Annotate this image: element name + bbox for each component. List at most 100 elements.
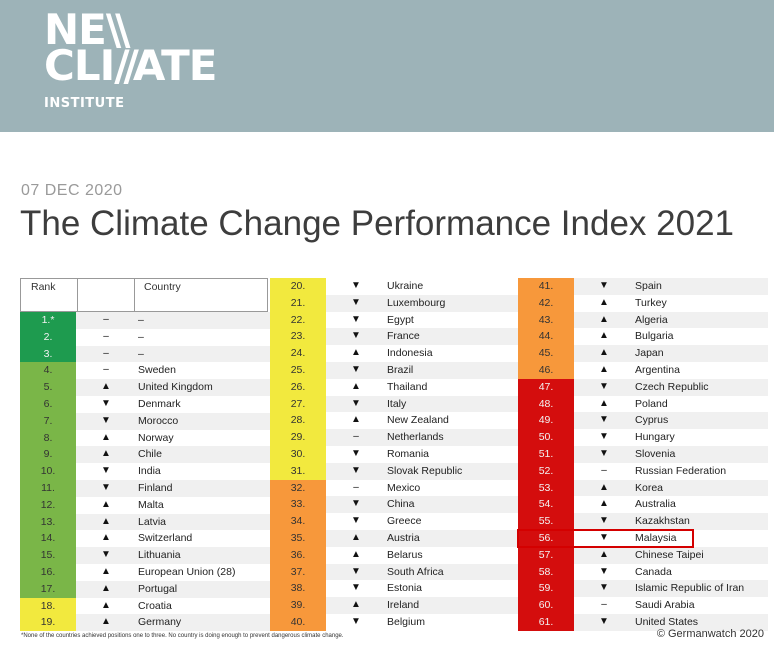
down-arrow-icon: ▼ xyxy=(599,565,609,577)
rank-cell: 24. xyxy=(270,345,326,362)
rank-cell: 57. xyxy=(518,546,574,564)
rank-cell: 59. xyxy=(518,580,574,598)
down-arrow-icon: ▼ xyxy=(101,482,111,493)
rank-cell: 1.* xyxy=(20,312,76,329)
country-name: Denmark xyxy=(138,398,181,410)
table-row: 11. ▼ Finland xyxy=(20,480,270,497)
country-name: Greece xyxy=(387,515,422,528)
row-stripe xyxy=(518,429,768,446)
row-stripe xyxy=(270,496,518,514)
country-name: Poland xyxy=(635,397,668,410)
up-arrow-icon: ▲ xyxy=(599,481,609,493)
country-name: Algeria xyxy=(635,313,668,326)
down-arrow-icon: ▼ xyxy=(101,398,111,409)
row-stripe xyxy=(518,479,768,497)
rank-cell: 34. xyxy=(270,513,326,530)
table-row: 23. ▼ France xyxy=(270,328,518,346)
row-stripe xyxy=(270,395,518,413)
row-stripe xyxy=(270,345,518,362)
country-name: – xyxy=(138,347,144,360)
row-stripe xyxy=(518,446,768,463)
country-name: Slovak Republic xyxy=(387,464,463,477)
country-name: Mexico xyxy=(387,481,421,494)
down-arrow-icon: ▼ xyxy=(351,296,361,308)
row-stripe xyxy=(270,378,518,396)
country-name: France xyxy=(387,330,420,343)
table-row: 59. ▼ Islamic Republic of Iran xyxy=(518,580,768,598)
table-row: 9. ▲ Chile xyxy=(20,446,270,464)
rank-cell: 51. xyxy=(518,446,574,463)
rank-cell: 47. xyxy=(518,378,574,396)
table-row: 57. ▲ Chinese Taipei xyxy=(518,546,768,564)
rank-cell: 19. xyxy=(20,614,76,632)
rank-cell: 55. xyxy=(518,513,574,530)
table-row: 56. ▼ Malaysia xyxy=(518,530,768,547)
country-name: Japan xyxy=(635,347,664,360)
down-arrow-icon: ▼ xyxy=(351,616,361,627)
rank-cell: 21. xyxy=(270,294,326,312)
rank-cell: 26. xyxy=(270,378,326,396)
row-stripe xyxy=(20,530,270,548)
down-arrow-icon: ▼ xyxy=(351,464,361,476)
rank-cell: 7. xyxy=(20,412,76,430)
table-row: 47. ▼ Czech Republic xyxy=(518,378,768,396)
rank-cell: 9. xyxy=(20,446,76,464)
rank-cell: 33. xyxy=(270,496,326,514)
rank-cell: 41. xyxy=(518,278,574,295)
row-stripe xyxy=(518,563,768,581)
rank-cell: 30. xyxy=(270,446,326,463)
row-stripe xyxy=(20,446,270,464)
up-arrow-icon: ▲ xyxy=(599,548,609,560)
country-name: Thailand xyxy=(387,380,428,393)
rank-cell: 40. xyxy=(270,614,326,631)
country-name: Australia xyxy=(635,498,676,511)
row-stripe xyxy=(270,362,518,379)
row-stripe xyxy=(270,563,518,581)
country-name: Russian Federation xyxy=(635,464,727,477)
row-stripe xyxy=(518,412,768,430)
row-stripe xyxy=(518,311,768,329)
rank-cell: 13. xyxy=(20,513,76,531)
country-name: Ukraine xyxy=(387,280,424,292)
table-row: 25. ▼ Brazil xyxy=(270,362,518,379)
up-arrow-icon: ▲ xyxy=(351,347,361,359)
row-stripe xyxy=(518,614,768,631)
table-row: 48. ▲ Poland xyxy=(518,395,768,413)
row-stripe xyxy=(20,429,270,447)
publish-date: 07 DEC 2020 xyxy=(21,182,123,199)
table-row: 27. ▼ Italy xyxy=(270,395,518,413)
table-row: 28. ▲ New Zealand xyxy=(270,412,518,430)
rank-cell: 20. xyxy=(270,278,326,295)
up-arrow-icon: ▲ xyxy=(101,599,111,611)
down-arrow-icon: ▼ xyxy=(599,280,609,291)
rank-cell: 31. xyxy=(270,462,326,480)
row-stripe xyxy=(518,597,768,614)
down-arrow-icon: ▼ xyxy=(351,448,361,459)
table-row: 58. ▼ Canada xyxy=(518,563,768,581)
table-row: 6. ▼ Denmark xyxy=(20,396,270,413)
country-name: Chinese Taipei xyxy=(635,548,704,561)
country-name: Netherlands xyxy=(387,431,444,444)
up-arrow-icon: ▲ xyxy=(101,381,111,393)
no-change-icon: – xyxy=(103,314,109,325)
rank-cell: 18. xyxy=(20,597,76,615)
row-stripe xyxy=(20,496,270,514)
country-name: – xyxy=(138,314,144,326)
row-stripe xyxy=(270,429,518,446)
down-arrow-icon: ▼ xyxy=(101,414,111,426)
country-name: Sweden xyxy=(138,364,176,377)
country-name: United States xyxy=(635,616,699,628)
table-row: 32. – Mexico xyxy=(270,479,518,497)
table-row: 14. ▲ Switzerland xyxy=(20,530,270,548)
rank-cell: 29. xyxy=(270,429,326,446)
rank-cell: 60. xyxy=(518,597,574,614)
table-row: 33. ▼ China xyxy=(270,496,518,514)
country-name: Czech Republic xyxy=(635,380,709,393)
logo-line-1: NE\\ xyxy=(44,5,130,54)
row-stripe xyxy=(518,328,768,346)
logo-line-2: CLI//ATE xyxy=(44,41,217,90)
up-arrow-icon: ▲ xyxy=(101,515,111,527)
rank-cell: 49. xyxy=(518,412,574,430)
rank-cell: 36. xyxy=(270,546,326,564)
row-stripe xyxy=(518,294,768,312)
